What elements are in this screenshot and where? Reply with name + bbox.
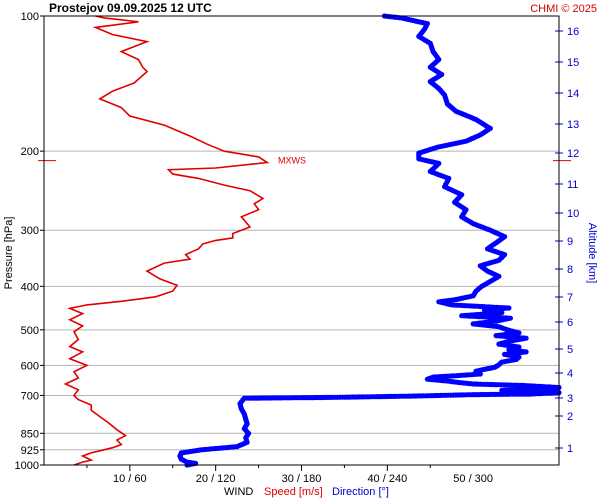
altitude-tick-label: 6 <box>567 317 573 329</box>
altitude-tick-label: 9 <box>567 236 573 248</box>
pressure-ticks: 100 200 300 400 500 600 700 850 925 1000 <box>15 11 44 472</box>
altitude-tick-label: 2 <box>567 411 573 423</box>
altitude-tick-label: 11 <box>567 179 578 191</box>
wind-tick-label: 40 / 240 <box>367 473 407 485</box>
wind-tick-label: 10 / 60 <box>113 473 147 485</box>
max-wind-marker: MXWS <box>38 156 571 166</box>
altitude-tick-label: 5 <box>567 344 573 356</box>
direction-series-dots <box>177 13 562 468</box>
pressure-tick-label: 500 <box>21 325 39 337</box>
pressure-tick-label: 200 <box>21 146 39 158</box>
chart-title: Prostejov 09.09.2025 12 UTC <box>49 1 212 15</box>
altitude-tick-label: 3 <box>567 393 573 405</box>
pressure-tick-label: 850 <box>21 428 39 440</box>
pressure-tick-label: 300 <box>21 225 39 237</box>
altitude-tick-label: 12 <box>567 148 579 160</box>
direction-axis-label: Direction [°] <box>332 486 389 498</box>
altitude-tick-label: 1 <box>567 443 573 455</box>
wind-tick-label: 50 / 300 <box>453 473 493 485</box>
pressure-tick-label: 1000 <box>15 460 39 472</box>
altitude-tick-label: 7 <box>567 292 573 304</box>
plot-frame <box>43 15 560 466</box>
altitude-tick-label: 4 <box>567 368 573 380</box>
altitude-tick-label: 13 <box>567 119 579 131</box>
speed-series-line <box>63 15 270 466</box>
altitude-tick-label: 15 <box>567 57 579 69</box>
mxws-label: MXWS <box>278 156 306 166</box>
altitude-tick-label: 14 <box>567 88 579 100</box>
copyright: CHMI © 2025 <box>530 3 597 15</box>
pressure-tick-label: 700 <box>21 390 39 402</box>
pressure-axis-label: Pressure [hPa] <box>3 217 15 290</box>
altitude-axis-label: Altitude [km] <box>586 223 598 284</box>
altitude-tick-label: 16 <box>567 26 579 38</box>
wind-tick-label: 30 / 180 <box>282 473 322 485</box>
wind-axis-label: WIND <box>224 486 253 498</box>
wind-ticks: 10 / 60 20 / 120 30 / 180 40 / 240 50 / 300 <box>86 465 493 485</box>
speed-axis-label: Speed [m/s] <box>264 486 323 498</box>
pressure-tick-label: 600 <box>21 360 39 372</box>
pressure-tick-label: 400 <box>21 281 39 293</box>
wind-tick-label: 20 / 120 <box>196 473 236 485</box>
altitude-tick-label: 8 <box>567 264 573 276</box>
pressure-tick-label: 925 <box>21 445 39 457</box>
pressure-tick-label: 100 <box>21 11 39 23</box>
altitude-tick-label: 10 <box>567 208 579 220</box>
